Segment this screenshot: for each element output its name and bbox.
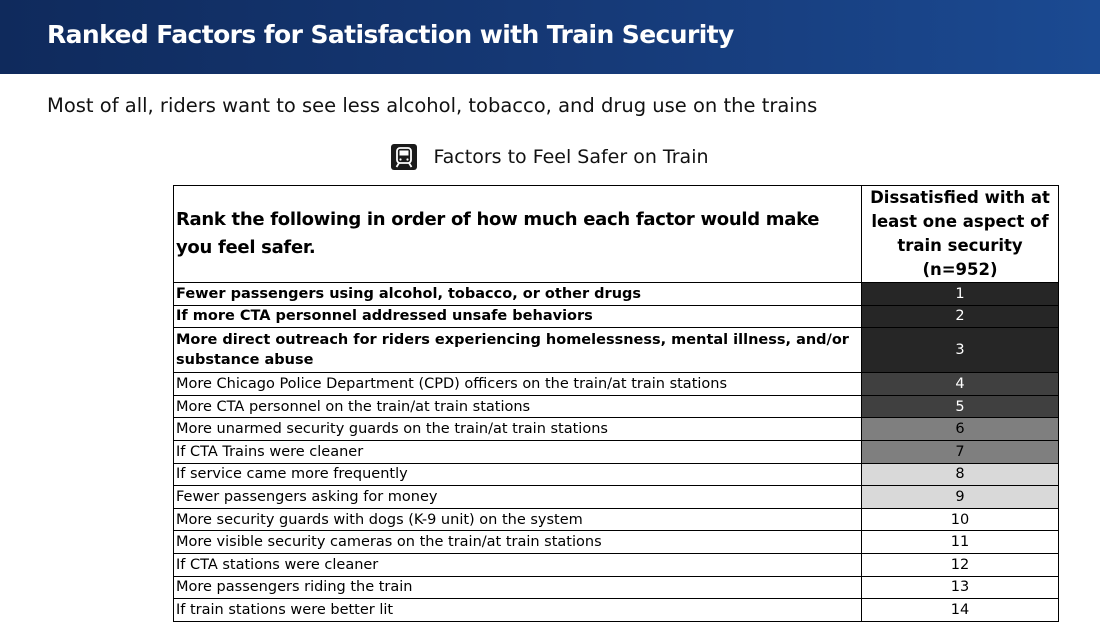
factor-cell: If train stations were better lit (173, 598, 862, 622)
rank-cell: 14 (861, 598, 1059, 622)
table-row: Fewer passengers asking for money 9 (173, 485, 1059, 509)
page-title: Ranked Factors for Satisfaction with Tra… (47, 20, 734, 49)
table-row: If train stations were better lit 14 (173, 598, 1059, 622)
factor-cell: If CTA stations were cleaner (173, 552, 862, 577)
factor-cell: More direct outreach for riders experien… (173, 327, 862, 374)
table-row: If CTA stations were cleaner 12 (173, 552, 1059, 577)
rank-cell: 3 (861, 327, 1059, 374)
table-row: If more CTA personnel addressed unsafe b… (173, 304, 1059, 329)
table-row: More direct outreach for riders experien… (173, 327, 1059, 374)
factor-cell: If service came more frequently (173, 462, 862, 487)
ranking-table: Rank the following in order of how much … (173, 185, 1059, 622)
factor-cell: Fewer passengers using alcohol, tobacco,… (173, 282, 862, 306)
table-row: More Chicago Police Department (CPD) off… (173, 372, 1059, 396)
factor-cell: If CTA Trains were cleaner (173, 439, 862, 464)
factor-cell: If more CTA personnel addressed unsafe b… (173, 304, 862, 329)
factor-cell: More CTA personnel on the train/at train… (173, 394, 862, 419)
rank-cell: 12 (861, 552, 1059, 577)
table-row: If CTA Trains were cleaner 7 (173, 439, 1059, 464)
rank-cell: 11 (861, 530, 1059, 554)
factor-cell: More passengers riding the train (173, 575, 862, 600)
column-header: Dissatisfied with at least one aspect of… (861, 185, 1059, 283)
rank-cell: 6 (861, 417, 1059, 441)
table-body: Fewer passengers using alcohol, tobacco,… (173, 282, 1059, 622)
title-banner: Ranked Factors for Satisfaction with Tra… (0, 0, 1100, 74)
table-row: More unarmed security guards on the trai… (173, 417, 1059, 441)
rank-cell: 9 (861, 485, 1059, 509)
table-row: More CTA personnel on the train/at train… (173, 394, 1059, 419)
factor-cell: More security guards with dogs (K-9 unit… (173, 507, 862, 532)
table-row: More visible security cameras on the tra… (173, 530, 1059, 554)
table-row: Fewer passengers using alcohol, tobacco,… (173, 282, 1059, 306)
factor-cell: More visible security cameras on the tra… (173, 530, 862, 554)
rank-cell: 2 (861, 304, 1059, 329)
factor-cell: Fewer passengers asking for money (173, 485, 862, 509)
rank-cell: 10 (861, 507, 1059, 532)
table-row: More passengers riding the train 13 (173, 575, 1059, 600)
table-row: More security guards with dogs (K-9 unit… (173, 507, 1059, 532)
rank-cell: 4 (861, 372, 1059, 396)
page-subtitle: Most of all, riders want to see less alc… (47, 94, 818, 117)
rank-cell: 8 (861, 462, 1059, 487)
chart-title: Factors to Feel Safer on Train (433, 146, 709, 168)
chart-title-row: Factors to Feel Safer on Train (0, 144, 1100, 170)
rank-cell: 7 (861, 439, 1059, 464)
question-header: Rank the following in order of how much … (173, 185, 862, 283)
factor-cell: More unarmed security guards on the trai… (173, 417, 862, 441)
rank-cell: 13 (861, 575, 1059, 600)
train-icon (391, 144, 418, 170)
table-row: If service came more frequently 8 (173, 462, 1059, 487)
rank-cell: 1 (861, 282, 1059, 306)
factor-cell: More Chicago Police Department (CPD) off… (173, 372, 862, 396)
rank-cell: 5 (861, 394, 1059, 419)
